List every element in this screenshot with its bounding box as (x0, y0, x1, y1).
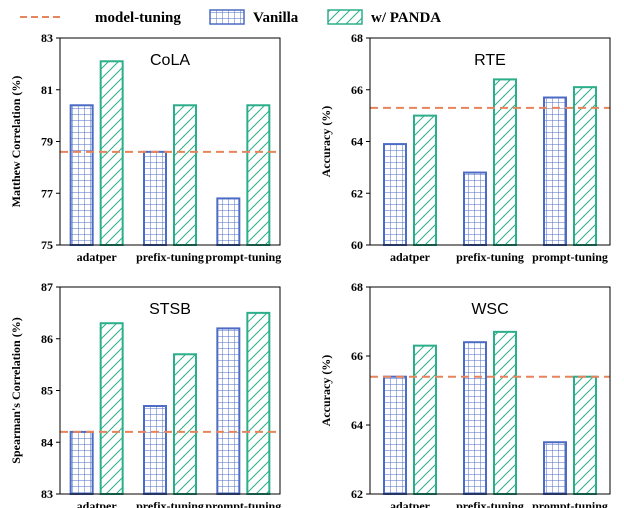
y-tick-label: 66 (351, 83, 363, 97)
x-tick-label: prompt-tuning (532, 250, 608, 264)
y-tick-label: 64 (351, 418, 363, 432)
y-tick-label: 60 (351, 238, 363, 252)
y-axis-label: Matthew Correlation (%) (9, 76, 23, 208)
y-tick-label: 83 (41, 31, 53, 45)
y-tick-label: 64 (351, 135, 363, 149)
bar-panda-adatper (413, 114, 437, 246)
chart-title: WSC (471, 301, 508, 318)
y-tick-label: 84 (41, 435, 53, 449)
legend-item-panda: w/ PANDA (327, 9, 441, 26)
x-tick-label: prefix-tuning (136, 499, 204, 508)
chart-title: STSB (149, 301, 191, 318)
x-tick-label: adatper (77, 499, 118, 508)
bar-vanilla-adatper (383, 143, 407, 246)
plot-frame (369, 286, 611, 495)
bar-panda-prefix-tuning (173, 353, 197, 495)
x-tick-label: prefix-tuning (456, 250, 524, 264)
x-tick-label: prompt-tuning (205, 250, 281, 264)
y-tick-label: 83 (41, 487, 53, 501)
y-tick-label: 68 (351, 280, 363, 294)
bar-vanilla-prompt-tuning (543, 441, 567, 495)
y-axis-label: Accuracy (%) (319, 355, 333, 427)
x-tick-label: prefix-tuning (136, 250, 204, 264)
x-tick-label: adatper (390, 499, 431, 508)
bar-vanilla-prefix-tuning (463, 341, 487, 496)
y-tick-label: 81 (41, 83, 53, 97)
chart-panel-stsb: adatper prefix-tuning prompt-tuning 83 84 85 8… (9, 280, 281, 508)
y-tick-label: 79 (41, 135, 53, 149)
chart-title: RTE (474, 52, 506, 69)
legend-label-vanilla: Vanilla (253, 10, 299, 26)
legend-label-panda: w/ PANDA (371, 10, 441, 26)
x-tick-label: adatper (77, 250, 118, 264)
bar-vanilla-prompt-tuning (216, 197, 241, 247)
y-tick-label: 75 (41, 238, 53, 252)
y-tick-label: 85 (41, 384, 53, 398)
x-tick-label: prefix-tuning (456, 499, 524, 508)
x-tick-label: adatper (390, 250, 431, 264)
y-tick-label: 66 (351, 349, 363, 363)
y-tick-label: 87 (41, 280, 53, 294)
x-tick-label: prompt-tuning (205, 499, 281, 508)
legend-label-model-tuning: model-tuning (95, 10, 181, 26)
y-tick-label: 62 (351, 186, 363, 200)
bar-vanilla-prefix-tuning (143, 405, 167, 495)
bar-panda-prompt-tuning (246, 311, 271, 495)
chart-panel-wsc: adatper prefix-tuning prompt-tuning 62 64 66 6… (319, 280, 611, 508)
y-axis-label: Accuracy (%) (319, 106, 333, 178)
legend-swatch-hatch (327, 9, 363, 25)
y-axis-label: Spearman's Correlation (%) (9, 317, 23, 463)
bar-panda-prefix-tuning (493, 330, 517, 495)
bar-vanilla-adatper (69, 430, 94, 495)
y-tick-label: 62 (351, 487, 363, 501)
bar-panda-prompt-tuning (246, 104, 271, 247)
legend-swatch-grid (209, 9, 245, 25)
bar-panda-prompt-tuning (573, 86, 597, 246)
bar-panda-adatper (99, 322, 124, 495)
bar-vanilla-prefix-tuning (143, 150, 167, 247)
bar-panda-prompt-tuning (573, 375, 597, 496)
y-tick-label: 86 (41, 332, 53, 346)
bar-vanilla-prompt-tuning (543, 96, 567, 246)
bar-panda-adatper (99, 60, 124, 246)
legend: model-tuning Vanilla w/ PANDA (20, 9, 441, 26)
bar-vanilla-prefix-tuning (463, 171, 487, 246)
chart-title: CoLA (150, 52, 190, 69)
bar-vanilla-prompt-tuning (216, 327, 241, 495)
x-tick-label: prompt-tuning (532, 499, 608, 508)
legend-item-vanilla: Vanilla (209, 9, 299, 26)
bar-vanilla-adatper (383, 375, 407, 496)
legend-item-model-tuning: model-tuning (20, 10, 181, 26)
bar-panda-prefix-tuning (493, 78, 517, 247)
chart-panel-cola: adatper prefix-tuning prompt-tuning 75 77 79 8… (9, 31, 281, 264)
y-tick-label: 68 (351, 31, 363, 45)
bar-panda-adatper (413, 344, 437, 495)
chart-panel-rte: adatper prefix-tuning prompt-tuning 60 62 64 6… (319, 31, 611, 264)
y-tick-label: 77 (41, 186, 53, 200)
panels: adatper prefix-tuning prompt-tuning7577798… (9, 31, 611, 508)
bar-vanilla-adatper (69, 104, 94, 247)
bar-panda-prefix-tuning (173, 104, 197, 247)
